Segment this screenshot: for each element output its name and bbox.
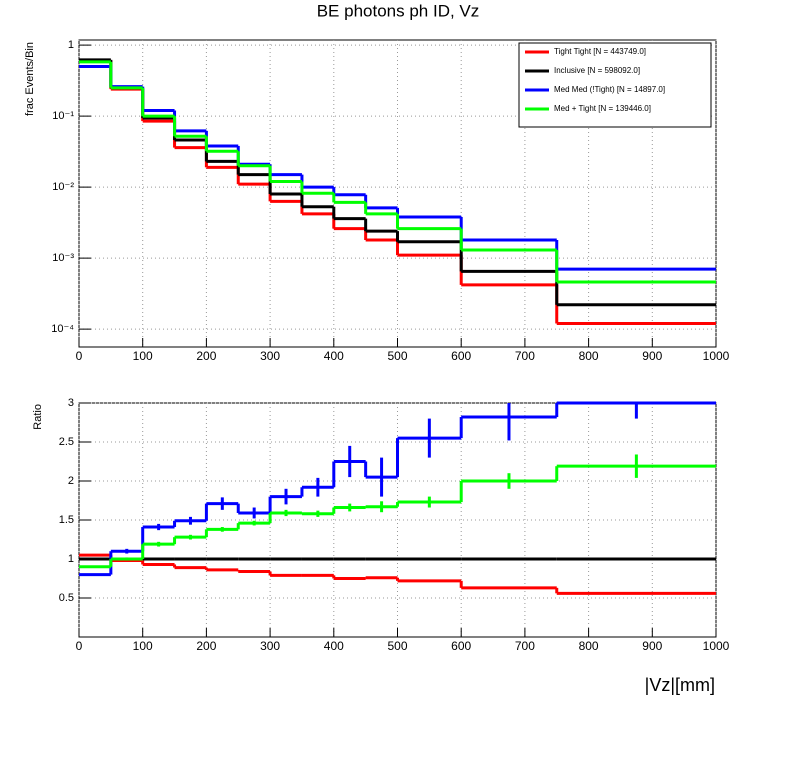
x-tick-label: 500 bbox=[387, 349, 407, 363]
series bbox=[79, 454, 716, 569]
legend-label: Med + Tight [N = 139446.0] bbox=[554, 104, 651, 113]
x-tick-label: 700 bbox=[515, 349, 535, 363]
y-tick-label: 1 bbox=[68, 553, 74, 565]
y-tick-label: 10⁻² bbox=[52, 181, 74, 193]
x-tick-label: 300 bbox=[260, 639, 280, 653]
x-tick-label: 800 bbox=[579, 639, 599, 653]
x-tick-label: 600 bbox=[451, 639, 471, 653]
y-tick-label: 2 bbox=[68, 475, 74, 487]
x-tick-label: 800 bbox=[579, 349, 599, 363]
x-tick-label: 200 bbox=[196, 639, 216, 653]
series bbox=[79, 401, 716, 577]
y-tick-label: 10⁻¹ bbox=[52, 110, 74, 122]
x-tick-label: 400 bbox=[324, 349, 344, 363]
x-tick-label: 1000 bbox=[703, 639, 730, 653]
legend-label: Tight Tight [N = 443749.0] bbox=[554, 47, 646, 56]
x-tick-label: 600 bbox=[451, 349, 471, 363]
series bbox=[79, 553, 716, 595]
x-tick-label: 900 bbox=[642, 349, 662, 363]
chart-title: BE photons ph ID, Vz bbox=[317, 1, 480, 20]
x-tick-label: 300 bbox=[260, 349, 280, 363]
y-tick-label: 0.5 bbox=[59, 592, 74, 604]
x-tick-label: 400 bbox=[324, 639, 344, 653]
x-tick-label: 700 bbox=[515, 639, 535, 653]
series bbox=[79, 60, 716, 284]
y-axis-label: frac Events/Bin bbox=[24, 42, 36, 116]
y-tick-label: 10⁻⁴ bbox=[51, 323, 74, 335]
x-tick-label: 1000 bbox=[703, 349, 730, 363]
legend-label: Inclusive [N = 598092.0] bbox=[554, 66, 640, 75]
x-axis-label: |Vz|[mm] bbox=[645, 675, 715, 695]
y-tick-label: 10⁻³ bbox=[52, 252, 74, 264]
legend-label: Med Med (!Tight) [N = 14897.0] bbox=[554, 85, 665, 94]
y-tick-label: 1.5 bbox=[59, 514, 74, 526]
legend-box bbox=[518, 42, 712, 128]
y-axis-label: Ratio bbox=[32, 404, 44, 430]
x-tick-label: 100 bbox=[133, 639, 153, 653]
x-tick-label: 200 bbox=[196, 349, 216, 363]
x-tick-label: 500 bbox=[387, 639, 407, 653]
x-tick-label: 0 bbox=[76, 349, 83, 363]
y-tick-label: 1 bbox=[68, 39, 74, 51]
x-tick-label: 0 bbox=[76, 639, 83, 653]
y-tick-label: 2.5 bbox=[59, 436, 74, 448]
y-tick-label: 3 bbox=[68, 397, 74, 409]
x-tick-label: 900 bbox=[642, 639, 662, 653]
x-tick-label: 100 bbox=[133, 349, 153, 363]
